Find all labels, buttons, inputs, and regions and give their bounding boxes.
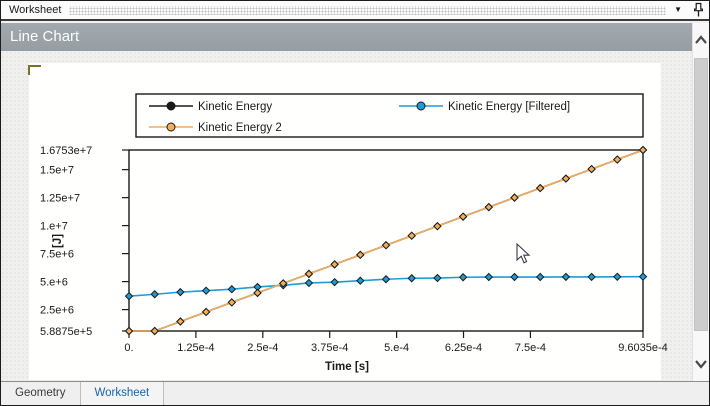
panel-header-title: Line Chart [10,28,80,45]
bottom-tabbar: Geometry Worksheet [1,381,709,405]
pin-icon[interactable] [692,2,705,18]
worksheet-content [1,51,692,382]
chart-paper [29,63,661,380]
selection-corner-icon [28,65,41,75]
scrollbar-thumb[interactable] [694,58,708,331]
chevron-up-icon [695,35,707,44]
panel-titlebar[interactable]: Worksheet ▼ [1,1,709,21]
scroll-down-button[interactable] [693,355,709,373]
titlebar-dotted-leader [69,5,667,15]
tab-geometry-label: Geometry [15,387,66,399]
tab-worksheet-label: Worksheet [94,387,150,399]
panel-header: Line Chart [1,23,692,51]
cursor-icon [516,243,531,264]
tab-worksheet[interactable]: Worksheet [80,382,165,405]
tab-geometry[interactable]: Geometry [1,382,81,405]
chevron-down-icon [695,360,707,369]
caret-down-icon[interactable]: ▼ [674,5,682,14]
scroll-up-button[interactable] [693,31,709,49]
panel-titlebar-title: Worksheet [9,4,62,16]
vertical-scrollbar[interactable] [692,23,709,382]
